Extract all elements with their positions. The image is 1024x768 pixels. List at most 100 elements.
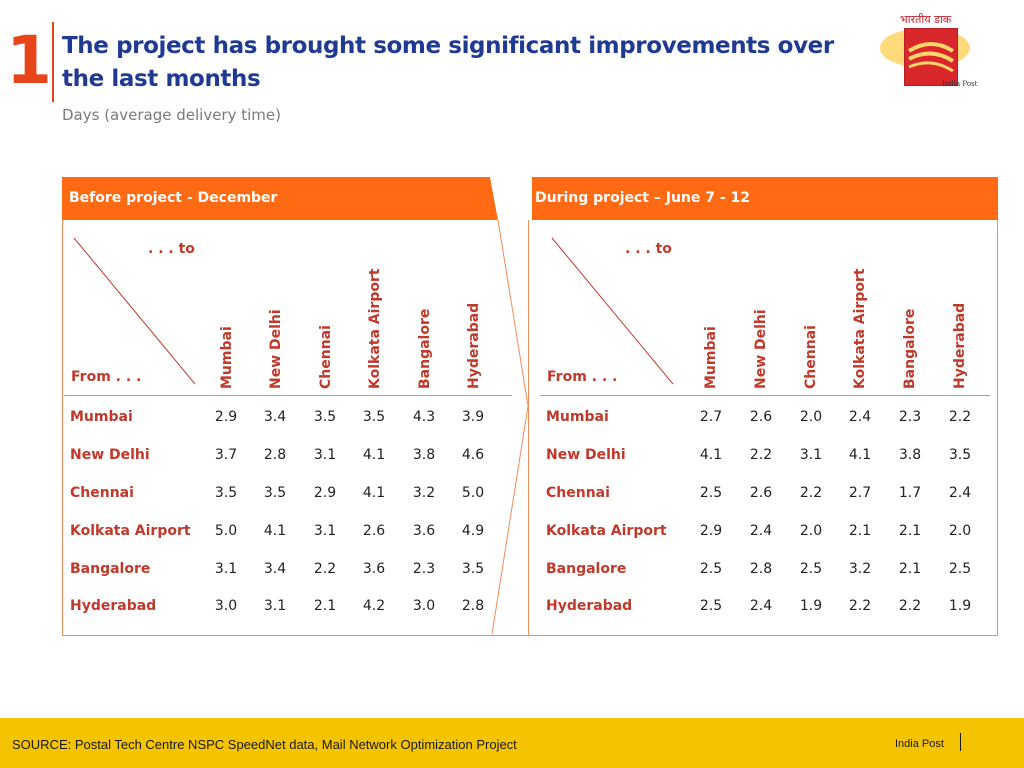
to-label: . . . to — [625, 241, 672, 257]
diagonal-divider — [551, 237, 674, 385]
row-label: Kolkata Airport — [70, 523, 191, 539]
table-cell: 3.2 — [412, 485, 436, 501]
row-label: New Delhi — [70, 447, 150, 463]
title-divider — [52, 22, 54, 102]
logo-emblem-mark — [907, 42, 955, 73]
table-cell: 3.4 — [263, 561, 287, 577]
table-cell: 2.2 — [848, 598, 872, 614]
table-cell: 3.7 — [214, 447, 238, 463]
row-label: Chennai — [70, 485, 134, 501]
during-project-panel: During project – June 7 - 12 . . . to Fr… — [528, 177, 998, 636]
india-post-logo: भारतीय डाक India Post — [880, 10, 980, 90]
table-cell: 2.5 — [948, 561, 972, 577]
table-cell: 5.0 — [214, 523, 238, 539]
footer: SOURCE: Postal Tech Centre NSPC SpeedNet… — [0, 718, 1024, 768]
logo-hindi-text: भारतीय डाक — [900, 13, 952, 26]
table-cell: 5.0 — [461, 485, 485, 501]
table-cell: 1.9 — [948, 598, 972, 614]
table-cell: 3.1 — [313, 447, 337, 463]
table-cell: 2.1 — [898, 523, 922, 539]
table-cell: 3.4 — [263, 409, 287, 425]
table-cell: 4.1 — [263, 523, 287, 539]
from-label: From . . . — [547, 369, 618, 385]
table-cell: 3.1 — [799, 447, 823, 463]
table-cell: 2.6 — [749, 409, 773, 425]
table-cell: 2.1 — [848, 523, 872, 539]
table-cell: 3.6 — [362, 561, 386, 577]
logo-emblem — [904, 28, 958, 86]
row-label: New Delhi — [546, 447, 626, 463]
table-cell: 3.5 — [948, 447, 972, 463]
table-cell: 3.1 — [313, 523, 337, 539]
table-cell: 2.1 — [898, 561, 922, 577]
table-cell: 2.7 — [848, 485, 872, 501]
table-cell: 4.6 — [461, 447, 485, 463]
table-cell: 2.8 — [263, 447, 287, 463]
table-cell: 4.2 — [362, 598, 386, 614]
table-cell: 3.1 — [214, 561, 238, 577]
table-cell: 2.8 — [461, 598, 485, 614]
row-label: Hyderabad — [70, 598, 157, 614]
panel-body — [62, 220, 532, 636]
table-cell: 3.5 — [263, 485, 287, 501]
table-cell: 2.3 — [412, 561, 436, 577]
from-label: From . . . — [71, 369, 142, 385]
table-cell: 3.0 — [214, 598, 238, 614]
table-cell: 2.2 — [898, 598, 922, 614]
table-cell: 3.0 — [412, 598, 436, 614]
table-cell: 3.5 — [461, 561, 485, 577]
row-label: Mumbai — [546, 409, 609, 425]
before-project-panel: Before project - December . . . to From … — [62, 177, 532, 636]
panel-heading: Before project - December — [62, 177, 532, 220]
table-cell: 2.9 — [214, 409, 238, 425]
table-cell: 2.1 — [313, 598, 337, 614]
table-cell: 3.9 — [461, 409, 485, 425]
table-cell: 2.5 — [699, 485, 723, 501]
table-cell: 2.4 — [848, 409, 872, 425]
header-rule — [540, 395, 990, 396]
panel-body — [528, 220, 998, 636]
table-cell: 3.6 — [412, 523, 436, 539]
table-cell: 4.1 — [362, 485, 386, 501]
row-label: Hyderabad — [546, 598, 633, 614]
table-cell: 1.9 — [799, 598, 823, 614]
table-cell: 4.1 — [362, 447, 386, 463]
table-cell: 2.5 — [699, 561, 723, 577]
table-cell: 3.8 — [898, 447, 922, 463]
table-cell: 2.5 — [799, 561, 823, 577]
table-cell: 2.9 — [313, 485, 337, 501]
page-subtitle: Days (average delivery time) — [62, 106, 281, 124]
row-label: Chennai — [546, 485, 610, 501]
row-label: Mumbai — [70, 409, 133, 425]
table-cell: 3.8 — [412, 447, 436, 463]
table-cell: 4.3 — [412, 409, 436, 425]
table-cell: 2.0 — [948, 523, 972, 539]
table-cell: 4.9 — [461, 523, 485, 539]
table-cell: 4.1 — [699, 447, 723, 463]
table-cell: 3.2 — [848, 561, 872, 577]
table-cell: 2.4 — [749, 523, 773, 539]
row-label: Bangalore — [546, 561, 627, 577]
table-cell: 2.6 — [362, 523, 386, 539]
page-title: The project has brought some significant… — [62, 33, 834, 92]
panel-heading: During project – June 7 - 12 — [528, 177, 998, 220]
table-cell: 2.7 — [699, 409, 723, 425]
footer-divider — [960, 733, 961, 751]
diagonal-divider — [73, 237, 196, 385]
table-cell: 2.6 — [749, 485, 773, 501]
table-cell: 2.5 — [699, 598, 723, 614]
footer-brand: India Post — [895, 738, 944, 750]
table-cell: 4.1 — [848, 447, 872, 463]
table-cell: 2.0 — [799, 409, 823, 425]
table-cell: 2.3 — [898, 409, 922, 425]
header-rule — [64, 395, 512, 396]
logo-text: India Post — [942, 80, 978, 88]
row-label: Bangalore — [70, 561, 151, 577]
table-cell: 2.2 — [948, 409, 972, 425]
table-cell: 2.2 — [749, 447, 773, 463]
table-cell: 2.9 — [699, 523, 723, 539]
slide-number: 1 — [6, 22, 52, 99]
table-cell: 2.2 — [799, 485, 823, 501]
table-cell: 3.1 — [263, 598, 287, 614]
table-cell: 1.7 — [898, 485, 922, 501]
